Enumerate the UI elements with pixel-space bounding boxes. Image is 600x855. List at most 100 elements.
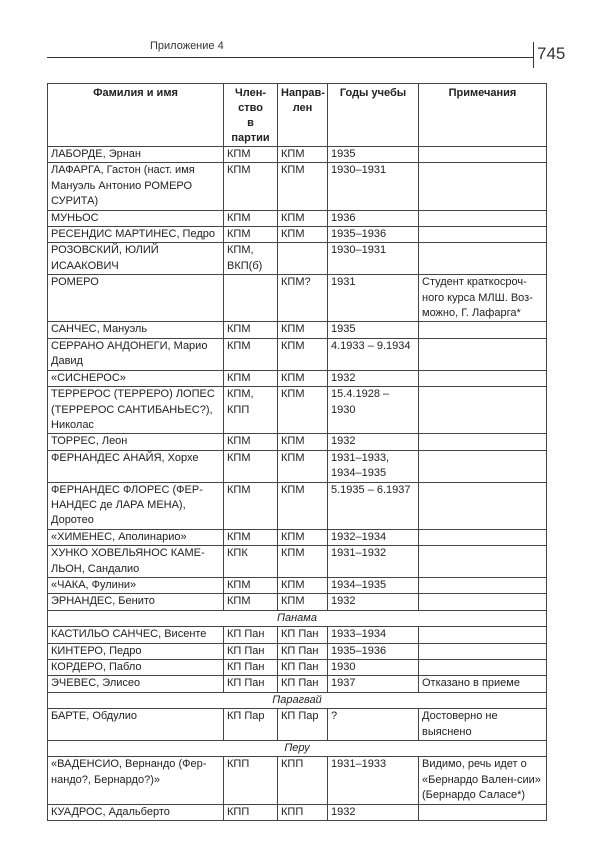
column-header-years: Годы учебы: [327, 83, 419, 147]
cell-member: КПМ: [223, 481, 278, 530]
section-heading: Перу: [47, 740, 547, 758]
table-row: ХУНКО ХОВЕЛЬЯНОС КАМЕ-ЛЬОН, Сандалио КПК К…: [47, 545, 547, 578]
table-row: СЕРРАНО АНДОНЕГИ, Марио Давид КПМ КПМ 4.193…: [47, 337, 547, 371]
table-row: БАРТЕ, Обдулио КП Пар КП Пар? Достоверно не…: [47, 708, 547, 742]
cell-member: КПМ, ВКП(б): [223, 242, 278, 276]
cell-sent: КПМ: [277, 337, 328, 371]
cell-years: 1936: [327, 209, 419, 228]
cell-member: [223, 274, 278, 323]
table-row: РЕСЕНДИС МАРТИНЕС, Педро КПМ КПМ 1935–1936: [47, 226, 547, 244]
cell-sent: КПМ: [277, 162, 328, 211]
cell-member: КПМ: [223, 337, 278, 371]
cell-name: КУАДРОС, Адальберто: [47, 803, 224, 822]
cell-name: МУНЬОС: [47, 209, 224, 228]
cell-member: КПП: [223, 756, 278, 805]
cell-years: 1935: [327, 321, 419, 339]
cell-name: ТОРРЕС, Леон: [47, 433, 224, 451]
cell-name: САНЧЕС, Мануэль: [47, 321, 224, 339]
column-header-notes: Примечания: [418, 83, 547, 147]
cell-years: 15.4.1928 – 1930: [327, 386, 419, 435]
cell-note: [418, 626, 547, 644]
cell-note: [418, 433, 547, 451]
cell-years: 1933–1934: [327, 626, 419, 644]
cell-sent: КП Пан: [277, 675, 328, 693]
cell-member: КПМ: [223, 162, 278, 211]
cell-name: БАРТЕ, Обдулио: [47, 708, 224, 742]
cell-member: КПМ: [223, 321, 278, 339]
table-row: САНЧЕС, Мануэль КПМ КПМ 1935: [47, 321, 547, 339]
column-header-membership: Член-ство в партии: [223, 83, 278, 147]
cell-note: [418, 449, 547, 483]
cell-member: КПМ: [223, 449, 278, 483]
cell-name: РОЗОВСКИЙ, ЮЛИЙ ИСААКОВИЧ: [47, 242, 224, 276]
table-row: КИНТЕРО, Педро КП Пан КП Пан 1935–1936: [47, 642, 547, 661]
cell-sent: КП Пар: [277, 708, 328, 742]
table-row: ФЕРНАНДЕС ФЛОРЕС (ФЕР-НАНДЕС де ЛАРА МЕН…: [47, 481, 547, 530]
cell-name: РЕСЕНДИС МАРТИНЕС, Педро: [47, 226, 224, 244]
running-title: Приложение 4: [150, 40, 224, 52]
cell-years: 1935: [327, 145, 419, 164]
cell-member: КПК: [223, 545, 278, 578]
table-row: КАСТИЛЬО САНЧЕС, Висенте КП Пан КП Пан 1933…: [47, 626, 547, 644]
cell-sent: КПМ?: [277, 274, 328, 323]
cell-sent: КПМ: [277, 145, 328, 164]
table-row: ФЕРНАНДЕС АНАЙЯ, Хорхе КПМ КПМ 1931–1933, 1…: [47, 449, 547, 483]
cell-name: ХУНКО ХОВЕЛЬЯНОС КАМЕ-ЛЬОН, Сандалио: [47, 545, 224, 578]
cell-name: СЕРРАНО АНДОНЕГИ, Марио Давид: [47, 337, 224, 371]
table-row: ЭЧЕВЕС, Элисео КП Пан КП Пан 1937 Отказано в…: [47, 675, 547, 693]
section-row: Парагвай: [47, 691, 547, 710]
cell-member: КПМ: [223, 145, 278, 164]
cell-note: [418, 337, 547, 371]
cell-member: КПМ: [223, 209, 278, 228]
cell-sent: КПМ: [277, 528, 328, 547]
cell-name: КАСТИЛЬО САНЧЕС, Висенте: [47, 626, 224, 644]
cell-note: [418, 545, 547, 578]
table-row: «ВАДЕНСИО, Вернандо (Фер-нандо?, Бернард…: [47, 756, 547, 805]
cell-sent: КПМ: [277, 321, 328, 339]
cell-note: [418, 658, 547, 677]
cell-name: «ЧАКА, Фулини»: [47, 576, 224, 595]
cell-years: 1931–1933, 1934–1935: [327, 449, 419, 483]
cell-note: [418, 145, 547, 164]
table-row: РОМЕРО КПМ? 1931 Студент краткосроч-ного ку…: [47, 274, 547, 323]
cell-member: КП Пан: [223, 675, 278, 693]
students-table: Фамилия и имя Член-ство в партии Направ-л…: [47, 83, 547, 822]
cell-name: КОРДЕРО, Пабло: [47, 658, 224, 677]
table-row: ЛАБОРДЕ, Эрнан КПМ КПМ 1935: [47, 145, 547, 164]
cell-name: ЛАБОРДЕ, Эрнан: [47, 145, 224, 164]
cell-name: РОМЕРО: [47, 274, 224, 323]
cell-sent: КПП: [277, 756, 328, 805]
cell-name: ФЕРНАНДЕС АНАЙЯ, Хорхе: [47, 449, 224, 483]
cell-note: [418, 481, 547, 530]
cell-member: КПМ: [223, 369, 278, 388]
section-row: Перу: [47, 740, 547, 758]
cell-name: КИНТЕРО, Педро: [47, 642, 224, 661]
cell-note: [418, 528, 547, 547]
column-header-name: Фамилия и имя: [47, 83, 224, 147]
cell-name: ЛАФАРГА, Гастон (наст. имя Мануэль Антон…: [47, 162, 224, 211]
cell-years: 1932: [327, 593, 419, 611]
table-row: ЛАФАРГА, Гастон (наст. имя Мануэль Антон…: [47, 162, 547, 211]
cell-years: 1931–1933: [327, 756, 419, 805]
cell-years: 1930–1931: [327, 162, 419, 211]
cell-years: 1930–1931: [327, 242, 419, 276]
cell-note: [418, 386, 547, 435]
cell-years: 1932: [327, 433, 419, 451]
cell-note: [418, 321, 547, 339]
cell-years: 1932: [327, 369, 419, 388]
section-row: Панама: [47, 609, 547, 628]
cell-name: ЭРНАНДЕС, Бенито: [47, 593, 224, 611]
cell-sent: КПМ: [277, 226, 328, 244]
header-rule: [47, 57, 533, 58]
cell-note: [418, 242, 547, 276]
cell-sent: КПМ: [277, 545, 328, 578]
table-row: «СИСНЕРОС» КПМ КПМ 1932: [47, 369, 547, 388]
cell-name: ЭЧЕВЕС, Элисео: [47, 675, 224, 693]
cell-note: [418, 369, 547, 388]
cell-note: [418, 803, 547, 822]
cell-years: 1931: [327, 274, 419, 323]
cell-years: ?: [327, 708, 419, 742]
cell-sent: КПМ: [277, 209, 328, 228]
cell-years: 4.1933 – 9.1934: [327, 337, 419, 371]
cell-years: 5.1935 – 6.1937: [327, 481, 419, 530]
